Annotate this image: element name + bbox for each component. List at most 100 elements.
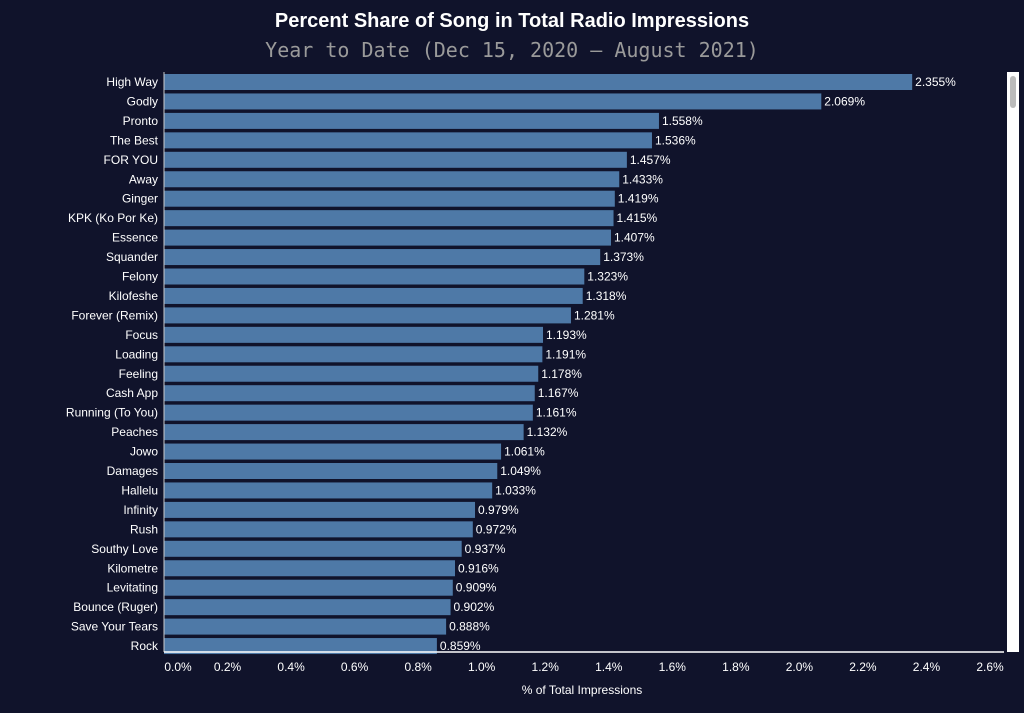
bar <box>164 365 539 382</box>
data-label: 0.902% <box>454 600 495 614</box>
data-label: 1.167% <box>538 386 579 400</box>
category-label: Felony <box>122 270 158 284</box>
bar <box>164 579 453 596</box>
data-label: 1.049% <box>500 464 541 478</box>
bar <box>164 424 524 441</box>
data-label: 1.407% <box>614 231 655 245</box>
category-label: Feeling <box>119 367 158 381</box>
bar <box>164 287 583 304</box>
bar <box>164 190 615 207</box>
data-label: 0.937% <box>465 542 506 556</box>
bar <box>164 599 451 616</box>
category-label: Essence <box>112 231 158 245</box>
data-label: 2.069% <box>824 94 865 108</box>
category-label: Forever (Remix) <box>71 308 158 322</box>
data-label: 0.979% <box>478 503 519 517</box>
bar <box>164 268 585 285</box>
data-label: 1.558% <box>662 114 703 128</box>
category-label: Bounce (Ruger) <box>73 600 158 614</box>
category-label: Kilometre <box>107 561 158 575</box>
data-label: 1.193% <box>546 328 587 342</box>
x-tick-label: 2.6% <box>976 660 1004 674</box>
data-label: 1.281% <box>574 308 615 322</box>
bar <box>164 112 659 129</box>
category-label: Running (To You) <box>66 406 158 420</box>
x-tick-label: 0.6% <box>341 660 369 674</box>
x-tick-label: 0.4% <box>277 660 305 674</box>
bar <box>164 326 544 343</box>
category-label: Rock <box>131 639 159 653</box>
data-label: 1.373% <box>603 250 644 264</box>
data-label: 1.178% <box>541 367 582 381</box>
category-label: Loading <box>115 347 158 361</box>
category-label: High Way <box>106 75 158 89</box>
data-label: 1.457% <box>630 153 671 167</box>
chart-title: Percent Share of Song in Total Radio Imp… <box>274 10 750 32</box>
category-label: Levitating <box>107 581 158 595</box>
x-tick-label: 2.2% <box>849 660 877 674</box>
data-label: 1.191% <box>545 347 586 361</box>
category-label: Cash App <box>106 386 158 400</box>
x-tick-label: 2.4% <box>913 660 941 674</box>
x-tick-label: 0.0% <box>164 660 192 674</box>
x-tick-label: 1.6% <box>659 660 687 674</box>
category-label: Away <box>129 172 158 186</box>
data-label: 0.909% <box>456 581 497 595</box>
category-label: KPK (Ko Por Ke) <box>68 211 158 225</box>
category-label: Rush <box>130 522 158 536</box>
bar <box>164 171 620 188</box>
bar <box>164 307 571 324</box>
data-label: 1.033% <box>495 483 536 497</box>
bar <box>164 540 462 557</box>
data-label: 0.888% <box>449 620 490 634</box>
x-tick-label: 1.2% <box>532 660 560 674</box>
category-label: Kilofeshe <box>109 289 159 303</box>
data-label: 1.061% <box>504 445 545 459</box>
data-label: 1.161% <box>536 406 577 420</box>
category-label: Pronto <box>123 114 159 128</box>
category-label: Ginger <box>122 192 158 206</box>
scrollbar[interactable] <box>1007 72 1019 652</box>
data-label: 1.536% <box>655 133 696 147</box>
category-label: The Best <box>110 133 159 147</box>
bar <box>164 210 614 227</box>
bar <box>164 463 498 479</box>
category-label: Jowo <box>130 445 158 459</box>
bar <box>164 638 437 655</box>
data-label: 0.859% <box>440 639 481 653</box>
category-label: Hallelu <box>121 483 158 497</box>
bar <box>164 93 822 110</box>
chart-subtitle: Year to Date (Dec 15, 2020 — August 2021… <box>265 38 759 62</box>
data-label: 1.419% <box>618 192 659 206</box>
bar <box>164 346 543 363</box>
scrollbar-thumb[interactable] <box>1010 76 1016 108</box>
x-tick-label: 1.4% <box>595 660 623 674</box>
x-tick-label: 1.8% <box>722 660 750 674</box>
data-label: 2.355% <box>915 75 956 89</box>
data-label: 1.433% <box>622 172 663 186</box>
bar <box>164 229 611 246</box>
bar <box>164 560 456 577</box>
bar <box>164 385 535 402</box>
category-label: Godly <box>127 94 158 108</box>
bar <box>164 151 627 168</box>
data-label: 0.916% <box>458 561 499 575</box>
x-axis-label: % of Total Impressions <box>521 683 643 697</box>
bar <box>164 443 502 460</box>
data-label: 1.132% <box>527 425 568 439</box>
x-tick-label: 2.0% <box>786 660 814 674</box>
data-label: 1.323% <box>587 270 628 284</box>
bar <box>164 618 447 635</box>
bar <box>164 74 913 90</box>
category-label: FOR YOU <box>104 153 158 167</box>
bar <box>164 501 476 518</box>
bar <box>164 521 473 538</box>
category-label: Squander <box>106 250 158 264</box>
category-label: Focus <box>125 328 158 342</box>
category-label: Southy Love <box>91 542 158 556</box>
category-label: Peaches <box>111 425 158 439</box>
data-label: 0.972% <box>476 522 517 536</box>
category-label: Infinity <box>123 503 158 517</box>
bar <box>164 404 533 421</box>
